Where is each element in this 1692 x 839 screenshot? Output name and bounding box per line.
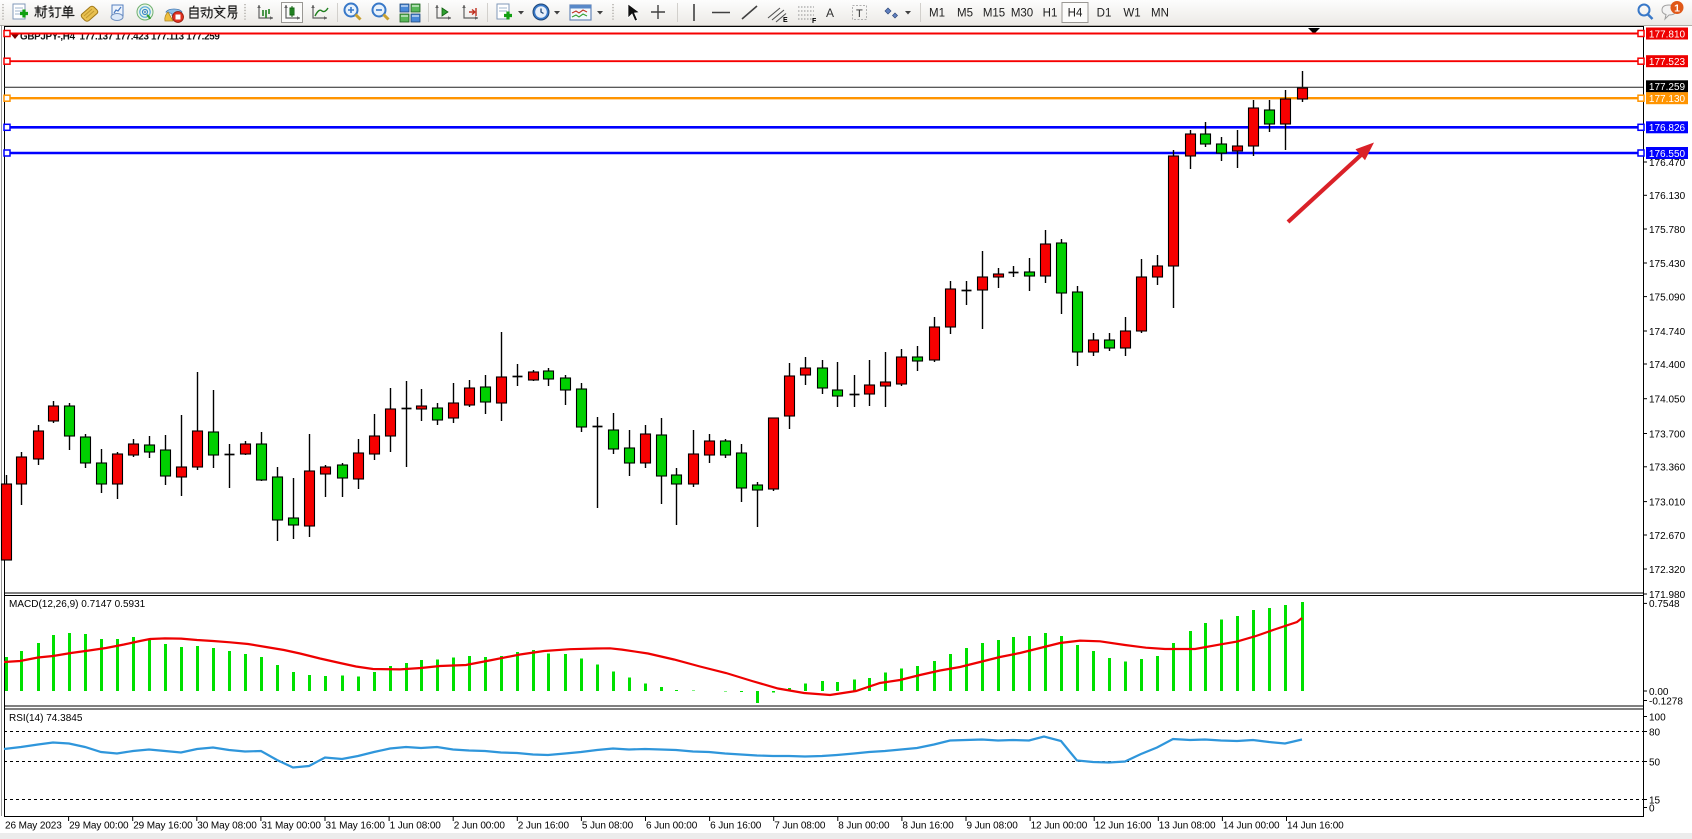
svg-text:M5: M5 bbox=[957, 8, 973, 20]
svg-text:MN: MN bbox=[1151, 8, 1169, 20]
svg-text:D1: D1 bbox=[1097, 8, 1112, 20]
svg-text:175.780: 175.780 bbox=[1649, 225, 1686, 236]
svg-text:172.320: 172.320 bbox=[1649, 565, 1686, 576]
svg-text:171.980: 171.980 bbox=[1649, 590, 1686, 601]
svg-text:174.740: 174.740 bbox=[1649, 327, 1686, 338]
svg-text:12 Jun 00:00: 12 Jun 00:00 bbox=[1031, 821, 1088, 832]
svg-text:7 Jun 08:00: 7 Jun 08:00 bbox=[774, 821, 826, 832]
svg-text:-0.1278: -0.1278 bbox=[1649, 696, 1683, 707]
svg-text:M15: M15 bbox=[983, 8, 1005, 20]
svg-text:172.670: 172.670 bbox=[1649, 531, 1686, 542]
svg-text:30 May 08:00: 30 May 08:00 bbox=[197, 821, 257, 832]
svg-text:6 Jun 16:00: 6 Jun 16:00 bbox=[710, 821, 762, 832]
svg-text:31 May 00:00: 31 May 00:00 bbox=[261, 821, 321, 832]
svg-text:1 Jun 08:00: 1 Jun 08:00 bbox=[390, 821, 442, 832]
svg-text:6 Jun 00:00: 6 Jun 00:00 bbox=[646, 821, 698, 832]
svg-text:176.826: 176.826 bbox=[1649, 123, 1686, 134]
svg-text:RSI(14) 74.3845: RSI(14) 74.3845 bbox=[9, 713, 83, 724]
svg-text:100: 100 bbox=[1649, 712, 1666, 723]
svg-text:177.810: 177.810 bbox=[1649, 29, 1686, 40]
svg-text:50: 50 bbox=[1649, 757, 1661, 768]
svg-text:8 Jun 00:00: 8 Jun 00:00 bbox=[838, 821, 890, 832]
svg-text:31 May 16:00: 31 May 16:00 bbox=[326, 821, 386, 832]
svg-text:177.130: 177.130 bbox=[1649, 94, 1686, 105]
svg-text:0.00: 0.00 bbox=[1649, 687, 1669, 698]
svg-text:8 Jun 16:00: 8 Jun 16:00 bbox=[902, 821, 954, 832]
svg-text:M1: M1 bbox=[929, 8, 945, 20]
svg-text:173.360: 173.360 bbox=[1649, 463, 1686, 474]
svg-text:176.130: 176.130 bbox=[1649, 191, 1686, 202]
svg-text:GBPJPY-,H4 177.137 177.423 17: GBPJPY-,H4 177.137 177.423 177.113 177.2… bbox=[20, 32, 220, 43]
svg-text:176.550: 176.550 bbox=[1649, 149, 1686, 160]
svg-text:13 Jun 08:00: 13 Jun 08:00 bbox=[1159, 821, 1216, 832]
svg-text:12 Jun 16:00: 12 Jun 16:00 bbox=[1095, 821, 1152, 832]
svg-text:F: F bbox=[812, 18, 817, 25]
svg-text:1: 1 bbox=[1674, 3, 1680, 15]
svg-text:T: T bbox=[856, 8, 863, 20]
svg-text:9 Jun 08:00: 9 Jun 08:00 bbox=[967, 821, 1019, 832]
svg-text:173.010: 173.010 bbox=[1649, 497, 1686, 508]
svg-text:174.400: 174.400 bbox=[1649, 360, 1686, 371]
svg-text:2 Jun 16:00: 2 Jun 16:00 bbox=[518, 821, 570, 832]
svg-text:14 Jun 16:00: 14 Jun 16:00 bbox=[1287, 821, 1344, 832]
svg-text:0: 0 bbox=[1649, 803, 1655, 814]
svg-text:177.523: 177.523 bbox=[1649, 57, 1686, 68]
svg-text:H4: H4 bbox=[1068, 8, 1083, 20]
svg-text:14 Jun 00:00: 14 Jun 00:00 bbox=[1223, 821, 1280, 832]
svg-text:2 Jun 00:00: 2 Jun 00:00 bbox=[454, 821, 506, 832]
svg-text:29 May 16:00: 29 May 16:00 bbox=[133, 821, 193, 832]
svg-text:175.090: 175.090 bbox=[1649, 292, 1686, 303]
svg-text:26 May 2023: 26 May 2023 bbox=[5, 821, 62, 832]
svg-text:H1: H1 bbox=[1043, 8, 1058, 20]
svg-text:15: 15 bbox=[1649, 795, 1661, 806]
svg-text:176.470: 176.470 bbox=[1649, 158, 1686, 169]
svg-text:M30: M30 bbox=[1011, 8, 1033, 20]
svg-text:174.050: 174.050 bbox=[1649, 395, 1686, 406]
svg-text:177.259: 177.259 bbox=[1649, 82, 1686, 93]
svg-text:175.430: 175.430 bbox=[1649, 259, 1686, 270]
svg-text:173.700: 173.700 bbox=[1649, 429, 1686, 440]
svg-text:29 May 00:00: 29 May 00:00 bbox=[69, 821, 129, 832]
svg-text:W1: W1 bbox=[1123, 8, 1140, 20]
svg-text:0.7548: 0.7548 bbox=[1649, 599, 1680, 610]
svg-text:80: 80 bbox=[1649, 727, 1661, 738]
svg-text:E: E bbox=[783, 17, 788, 24]
svg-text:A: A bbox=[826, 6, 834, 20]
svg-text:MACD(12,26,9) 0.7147 0.5931: MACD(12,26,9) 0.7147 0.5931 bbox=[9, 599, 146, 610]
svg-text:5 Jun 08:00: 5 Jun 08:00 bbox=[582, 821, 634, 832]
